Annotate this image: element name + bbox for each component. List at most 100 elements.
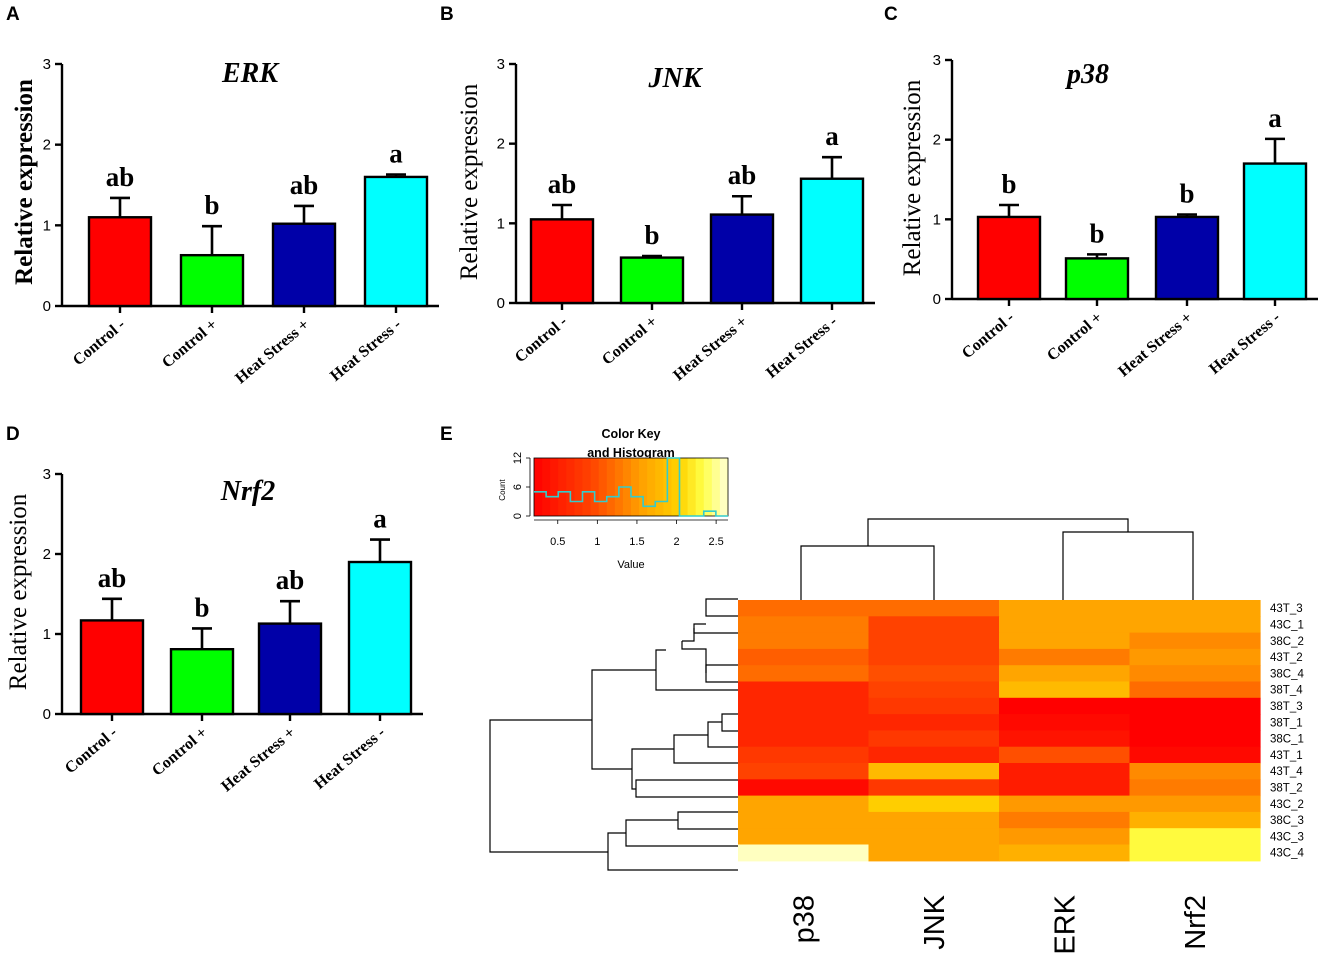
y-tick-label: 2 (497, 136, 505, 153)
heatmap-cell (1129, 665, 1261, 683)
heatmap-cell (999, 828, 1131, 846)
dendrogram-row-link (707, 721, 738, 748)
heatmap-cell (1129, 795, 1261, 813)
heatmap-cell (868, 730, 1000, 748)
bar (87, 216, 153, 308)
dendrogram-row-link (673, 734, 738, 764)
color-key-title: Color Key (601, 427, 660, 441)
bar (799, 177, 865, 305)
p38-bar-chart: 0 1 2 3 b Control - b Control + b Heat Stress + a H… (899, 52, 1318, 380)
color-key-frame (533, 457, 729, 517)
heatmap-column-label: Nrf2 (1180, 895, 1212, 950)
heatmap-cell (738, 730, 870, 748)
heatmap-cell (999, 746, 1131, 764)
y-tick-label: 2 (43, 546, 51, 563)
category-label: Heat Stress + (670, 313, 750, 384)
color-key-band (542, 458, 551, 516)
heatmap-cell (738, 763, 870, 780)
significance-label: ab (728, 160, 757, 190)
color-key-band (711, 458, 721, 516)
color-key-band (719, 458, 729, 516)
color-key-band (598, 458, 608, 516)
bar (79, 619, 145, 716)
heatmap-cell (1129, 763, 1261, 780)
heatmap-cell (738, 616, 870, 634)
color-key-band (574, 458, 583, 516)
color-key-band (679, 458, 689, 516)
heatmap-cell (999, 811, 1131, 829)
color-key-x-tick-label: 2.5 (708, 536, 723, 548)
dendrogram-row-link (677, 811, 738, 830)
significance-label: ab (290, 170, 319, 200)
bar (179, 253, 245, 308)
row-labels: 43T_3 43C_1 38C_2 43T_2 38C_4 38T_4 38T_3 38T_1… (1270, 603, 1304, 860)
heatmap-cell (1129, 616, 1261, 634)
y-tick-label: 2 (43, 137, 51, 154)
y-tick-label: 3 (43, 56, 51, 73)
dendrogram-row-link (489, 719, 608, 853)
category-label: Control + (149, 724, 211, 780)
dendrogram-row-link (705, 664, 738, 683)
color-key-band (550, 458, 559, 516)
dendrogram-row-link (625, 819, 738, 847)
color-key-band (558, 458, 567, 516)
dendrogram-row-link (607, 832, 738, 871)
chart-title: JNK (648, 63, 704, 94)
heatmap-cell (738, 714, 870, 731)
dendrogram-link-erk-nrf2 (1062, 531, 1194, 600)
heatmap-cell (1129, 779, 1261, 797)
color-key-band (566, 458, 575, 516)
heatmap-cell (1129, 811, 1261, 829)
dendrogram-row-link (631, 748, 674, 790)
dendrogram-row-link (705, 598, 738, 617)
heatmap-row-label: 38C_2 (1270, 636, 1304, 648)
color-key-band (703, 458, 713, 516)
heatmap-cell (1129, 681, 1261, 699)
nrf2-bar-chart: 0 1 2 3 ab Control - b Control + ab Heat Stress +… (5, 466, 423, 795)
color-key-x-tick-label: 1.5 (629, 536, 644, 548)
category-label: Control - (959, 309, 1018, 362)
bar (709, 213, 775, 305)
bar (363, 175, 429, 308)
color-key-band (671, 458, 680, 516)
heatmap-cell (868, 697, 1000, 715)
heatmap-column-label: p38 (788, 895, 820, 943)
category-label: Heat Stress + (218, 724, 298, 795)
y-tick-label: 0 (497, 295, 505, 312)
heatmap-cell (999, 844, 1131, 862)
color-key-x-tick-label: 0.5 (550, 536, 565, 548)
color-key-count-label: Count (498, 479, 507, 501)
heatmap-cell (868, 714, 1000, 731)
bar (619, 256, 685, 305)
y-tick-label: 0 (43, 706, 51, 723)
heatmap-cell (738, 844, 870, 862)
color-key-y-tick-label: 12 (512, 452, 524, 464)
significance-label: a (1268, 103, 1282, 133)
heatmap-row-label: 38C_4 (1270, 668, 1304, 680)
significance-label: b (1179, 179, 1194, 209)
dendrogram-link-p38-jnk (800, 545, 935, 600)
heatmap-cell (868, 681, 1000, 699)
y-axis-label: Relative expression (456, 83, 483, 280)
heatmap-cell (999, 779, 1131, 797)
heatmap-cell (868, 763, 1000, 780)
color-key-x-tick-label: 2 (673, 536, 679, 548)
color-key-y-tick-label: 0 (512, 513, 524, 519)
significance-label: a (825, 121, 839, 151)
heatmap-cell (1129, 730, 1261, 748)
heatmap-cell (868, 616, 1000, 634)
heatmap-row-label: 43T_2 (1270, 652, 1303, 664)
y-tick-label: 3 (43, 466, 51, 483)
heatmap-cell (868, 632, 1000, 650)
chart-title: ERK (221, 58, 280, 89)
heatmap-cell (1129, 648, 1261, 666)
bar (529, 218, 595, 305)
significance-label: a (389, 139, 403, 169)
dendrogram-row-link (635, 779, 738, 798)
y-axis-label: Relative expression (5, 493, 32, 690)
panel-letter-d: D (6, 424, 20, 445)
significance-label: ab (276, 565, 305, 595)
bar (1154, 215, 1220, 301)
dendrogram-row-link (682, 628, 695, 642)
heatmap-cell (1129, 828, 1261, 846)
